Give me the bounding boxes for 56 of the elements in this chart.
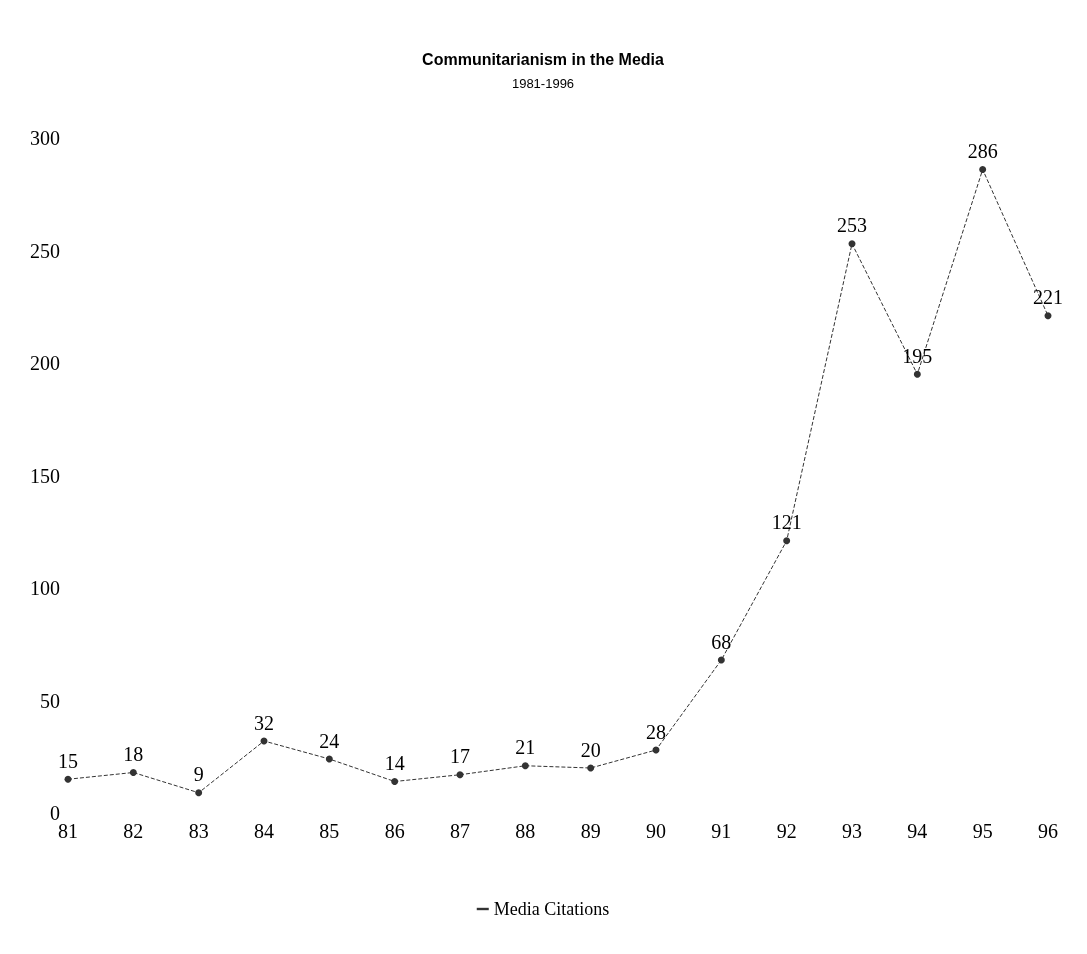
point xyxy=(391,778,399,785)
data-label: 121 xyxy=(771,511,802,534)
point xyxy=(325,755,333,763)
x-tick-label: 89 xyxy=(580,820,601,842)
x-tick-label: 96 xyxy=(1038,820,1058,842)
y-tick-label: 0 xyxy=(50,802,60,824)
data-label: 28 xyxy=(646,720,666,743)
point xyxy=(64,775,72,783)
point xyxy=(979,166,987,173)
x-tick-label: 91 xyxy=(711,820,732,842)
x-tick-label: 88 xyxy=(515,820,536,842)
y-tick-label: 150 xyxy=(30,464,60,487)
point xyxy=(456,771,464,779)
y-tick-label: 50 xyxy=(40,689,60,712)
x-tick-label: 82 xyxy=(123,820,144,842)
data-label: 253 xyxy=(837,214,867,237)
data-label: 195 xyxy=(902,344,933,367)
x-tick-label: 81 xyxy=(58,820,78,842)
point xyxy=(848,240,856,248)
point xyxy=(1044,312,1052,320)
data-label: 17 xyxy=(450,745,470,768)
x-tick-label: 90 xyxy=(646,820,666,842)
data-label: 9 xyxy=(193,763,204,786)
point xyxy=(783,537,791,545)
x-tick-label: 93 xyxy=(842,820,862,842)
chart-subtitle: 1981-1996 xyxy=(511,76,575,91)
point xyxy=(129,769,137,776)
y-tick-label: 300 xyxy=(30,127,60,149)
data-label: 20 xyxy=(580,738,601,761)
data-label: 21 xyxy=(515,736,536,759)
chart-title: Communitarianism in the Media xyxy=(422,50,665,68)
x-tick-label: 85 xyxy=(319,820,340,842)
data-label: 18 xyxy=(123,743,144,765)
point xyxy=(195,789,203,797)
x-tick-label: 83 xyxy=(188,820,209,842)
point xyxy=(717,656,725,664)
x-tick-label: 95 xyxy=(972,820,993,842)
data-label: 286 xyxy=(967,140,998,162)
y-tick-label: 200 xyxy=(30,352,60,374)
data-label: 32 xyxy=(254,711,274,734)
legend-label: Media Citations xyxy=(493,899,610,919)
x-tick-label: 92 xyxy=(776,820,797,842)
point xyxy=(587,764,595,772)
x-tick-label: 87 xyxy=(450,820,470,842)
data-label: 221 xyxy=(1033,286,1063,309)
x-tick-label: 86 xyxy=(384,820,405,842)
x-tick-label: 84 xyxy=(254,820,274,842)
data-label: 14 xyxy=(384,752,405,774)
point xyxy=(913,370,921,378)
y-tick-label: 100 xyxy=(30,577,60,599)
x-tick-label: 94 xyxy=(907,820,928,842)
data-label: 15 xyxy=(58,749,78,772)
data-label: 68 xyxy=(711,630,732,653)
point xyxy=(521,762,529,770)
data-label: 24 xyxy=(319,729,340,752)
y-tick-label: 250 xyxy=(30,239,60,262)
